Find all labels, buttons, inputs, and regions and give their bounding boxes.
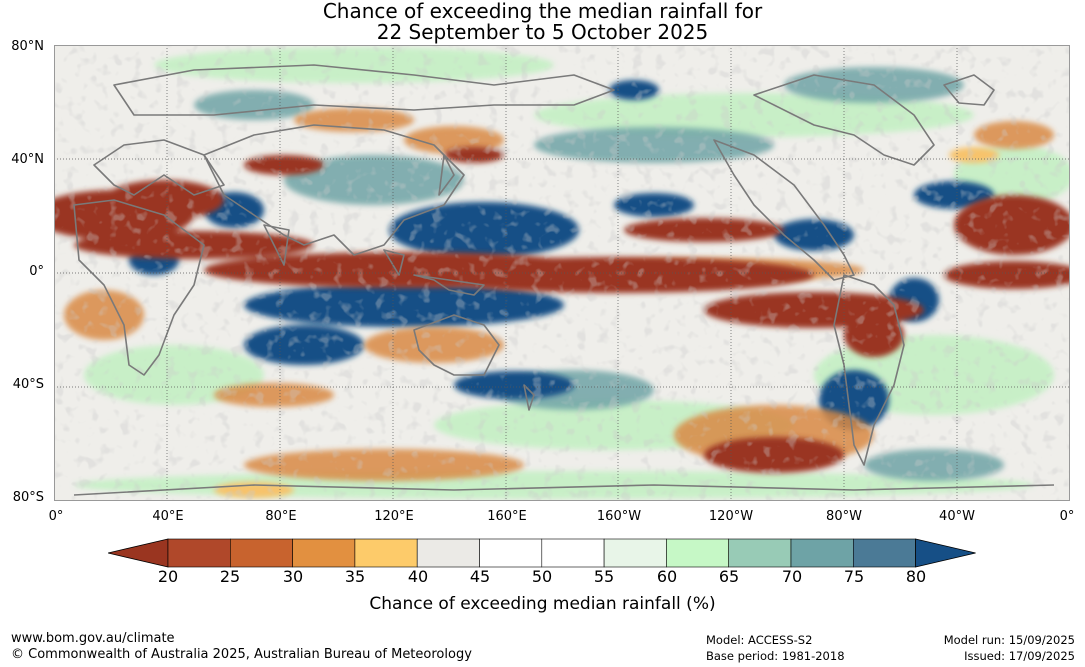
lon-label-0-right: 0° bbox=[1059, 509, 1075, 524]
colorbar-tick: 45 bbox=[469, 567, 491, 586]
colorbar-segment bbox=[666, 538, 730, 568]
colorbar-segment bbox=[479, 538, 543, 568]
footer-base-period: Base period: 1981-2018 bbox=[706, 649, 845, 663]
colorbar-tick: 70 bbox=[781, 567, 803, 586]
lon-label-120e: 120°E bbox=[374, 509, 414, 524]
colorbar-tick: 75 bbox=[843, 567, 865, 586]
footer-url: www.bom.gov.au/climate bbox=[11, 631, 175, 646]
rainfall-map bbox=[54, 45, 1070, 501]
colorbar-segment bbox=[603, 538, 667, 568]
colorbar-segment bbox=[230, 538, 293, 568]
colorbar-tick: 30 bbox=[282, 567, 304, 586]
colorbar-segment bbox=[728, 538, 792, 568]
colorbar-tick: 65 bbox=[718, 567, 740, 586]
colorbar-segment bbox=[790, 538, 854, 568]
lat-label-80s: 80°S bbox=[12, 490, 44, 505]
lat-label-0: 0° bbox=[29, 264, 44, 279]
lon-label-160w: 160°W bbox=[596, 509, 642, 524]
lon-label-40w: 40°W bbox=[939, 509, 975, 524]
colorbar-tick: 20 bbox=[157, 567, 179, 586]
colorbar-segment bbox=[541, 538, 605, 568]
colorbar-segment bbox=[354, 538, 418, 568]
lat-label-40s: 40°S bbox=[12, 377, 44, 392]
colorbar-label: Chance of exceeding median rainfall (%) bbox=[369, 594, 716, 614]
colorbar-tick: 40 bbox=[407, 567, 429, 586]
colorbar-tick: 25 bbox=[219, 567, 241, 586]
map-border bbox=[54, 45, 1070, 501]
colorbar bbox=[108, 538, 976, 568]
footer-model-run: Model run: 15/09/2025 bbox=[943, 633, 1075, 647]
colorbar-segment bbox=[167, 538, 231, 568]
colorbar-tick: 50 bbox=[531, 567, 553, 586]
map-title-line1: Chance of exceeding the median rainfall … bbox=[322, 0, 763, 23]
colorbar-tick: 35 bbox=[344, 567, 366, 586]
grid-lines bbox=[54, 45, 1070, 501]
footer-issued: Issued: 17/09/2025 bbox=[964, 649, 1075, 663]
colorbar-arrow-high bbox=[915, 538, 976, 568]
lon-label-120w: 120°W bbox=[708, 509, 754, 524]
colorbar-segment bbox=[852, 538, 916, 568]
lon-label-160e: 160°E bbox=[487, 509, 527, 524]
lon-label-80w: 80°W bbox=[826, 509, 862, 524]
colorbar-tick: 80 bbox=[905, 567, 927, 586]
colorbar-segment bbox=[416, 538, 480, 568]
lon-label-0-left: 0° bbox=[48, 509, 64, 524]
lon-label-80e: 80°E bbox=[265, 509, 297, 524]
footer-copyright: © Commonwealth of Australia 2025, Austra… bbox=[11, 647, 472, 662]
footer-model: Model: ACCESS-S2 bbox=[706, 633, 813, 647]
coastlines bbox=[73, 64, 1055, 496]
map-title-line2: 22 September to 5 October 2025 bbox=[376, 20, 709, 44]
lat-label-80n: 80°N bbox=[11, 39, 44, 54]
colorbar-tick: 55 bbox=[593, 567, 615, 586]
colorbar-arrow-low bbox=[108, 538, 169, 568]
lat-label-40n: 40°N bbox=[11, 152, 44, 167]
lon-label-40e: 40°E bbox=[152, 509, 184, 524]
colorbar-segment bbox=[292, 538, 356, 568]
colorbar-tick: 60 bbox=[656, 567, 678, 586]
